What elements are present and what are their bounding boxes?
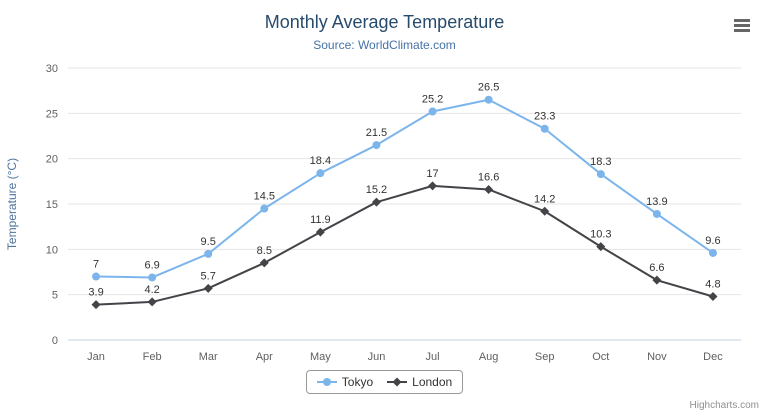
series-line-tokyo (96, 98, 714, 279)
data-point-tokyo[interactable] (708, 248, 717, 257)
data-label-london: 15.2 (366, 184, 387, 196)
data-label-london: 14.2 (534, 193, 555, 205)
y-tick-label: 30 (46, 63, 58, 75)
hamburger-icon (734, 24, 750, 27)
data-label-tokyo: 23.3 (534, 111, 555, 123)
data-label-london: 4.2 (144, 284, 159, 296)
data-point-tokyo[interactable] (540, 124, 549, 133)
data-point-london[interactable] (259, 258, 269, 268)
data-point-tokyo[interactable] (428, 107, 437, 116)
y-tick-label: 0 (52, 335, 58, 347)
data-label-london: 6.6 (649, 262, 664, 274)
y-tick-label: 5 (52, 290, 58, 302)
data-point-london[interactable] (596, 242, 606, 252)
x-tick-label: Feb (143, 351, 162, 363)
data-label-london: 8.5 (257, 245, 272, 257)
data-point-tokyo[interactable] (596, 170, 605, 179)
hamburger-icon (734, 19, 750, 22)
chart-title: Monthly Average Temperature (264, 12, 505, 32)
x-tick-label: Aug (479, 351, 499, 363)
x-tick-label: Apr (256, 351, 273, 363)
x-tick-label: Jun (368, 351, 386, 363)
series-line-london (95, 184, 714, 306)
y-tick-label: 10 (46, 244, 58, 256)
legend: Tokyo London (0, 370, 769, 394)
data-label-tokyo: 21.5 (366, 127, 387, 139)
data-label-tokyo: 9.6 (705, 235, 720, 247)
data-label-london: 17 (426, 168, 438, 180)
legend-box: Tokyo London (305, 370, 464, 394)
hamburger-menu-button[interactable] (731, 16, 755, 36)
x-tick-label: Mar (199, 351, 218, 363)
data-point-london[interactable] (708, 291, 718, 301)
data-point-london[interactable] (371, 197, 381, 207)
legend-label-tokyo: Tokyo (341, 375, 374, 389)
x-tick-label: Dec (703, 351, 723, 363)
data-label-tokyo: 14.5 (254, 191, 275, 203)
legend-item-tokyo[interactable]: Tokyo (316, 375, 374, 389)
data-point-tokyo[interactable] (260, 204, 269, 213)
data-point-london[interactable] (147, 297, 157, 307)
hamburger-icon (734, 29, 750, 32)
data-label-tokyo: 18.4 (310, 155, 331, 167)
data-point-london[interactable] (540, 206, 550, 216)
legend-marker-diamond-icon (387, 377, 408, 387)
data-point-tokyo[interactable] (92, 272, 101, 281)
data-label-london: 3.9 (88, 287, 103, 299)
data-label-tokyo: 13.9 (646, 196, 667, 208)
data-point-tokyo[interactable] (204, 249, 213, 258)
legend-item-london[interactable]: London (387, 375, 452, 389)
x-tick-label: Sep (535, 351, 555, 363)
data-point-tokyo[interactable] (316, 169, 325, 178)
data-point-tokyo[interactable] (652, 209, 661, 218)
data-label-london: 11.9 (310, 214, 331, 226)
data-point-london[interactable] (428, 181, 438, 191)
y-tick-label: 15 (46, 199, 58, 211)
data-point-tokyo[interactable] (484, 95, 493, 104)
x-tick-label: Oct (592, 351, 609, 363)
data-point-tokyo[interactable] (372, 141, 381, 150)
data-label-london: 4.8 (705, 278, 720, 290)
data-label-tokyo: 18.3 (590, 156, 611, 168)
data-label-tokyo: 25.2 (422, 94, 443, 106)
data-point-london[interactable] (484, 184, 494, 194)
x-tick-label: Jan (87, 351, 105, 363)
data-label-tokyo: 7 (93, 259, 99, 271)
legend-label-london: London (412, 375, 453, 389)
y-axis-title: Temperature (°C) (5, 158, 19, 250)
data-point-london[interactable] (652, 275, 662, 285)
data-point-london[interactable] (203, 283, 213, 293)
legend-marker-circle-icon (316, 378, 337, 386)
highcharts-credit-link[interactable]: Highcharts.com (689, 400, 759, 411)
data-point-london[interactable] (91, 300, 101, 310)
data-label-tokyo: 9.5 (201, 236, 216, 248)
plot-area: 0 5 10 15 20 25 30 Jan Feb Mar Apr May Jun Jul Aug Sep O… (5, 63, 741, 363)
data-label-london: 16.6 (478, 171, 499, 183)
y-tick-label: 20 (46, 154, 58, 166)
x-tick-label: Jul (426, 351, 440, 363)
data-label-london: 10.3 (590, 229, 611, 241)
data-point-london[interactable] (315, 227, 325, 237)
data-point-tokyo[interactable] (148, 273, 157, 282)
data-label-tokyo: 6.9 (144, 259, 159, 271)
data-label-tokyo: 26.5 (478, 82, 499, 94)
chart-subtitle-link[interactable]: Source: WorldClimate.com (313, 38, 456, 52)
y-tick-label: 25 (46, 108, 58, 120)
data-label-london: 5.7 (201, 270, 216, 282)
x-tick-label: Nov (647, 351, 667, 363)
x-tick-label: May (310, 351, 331, 363)
